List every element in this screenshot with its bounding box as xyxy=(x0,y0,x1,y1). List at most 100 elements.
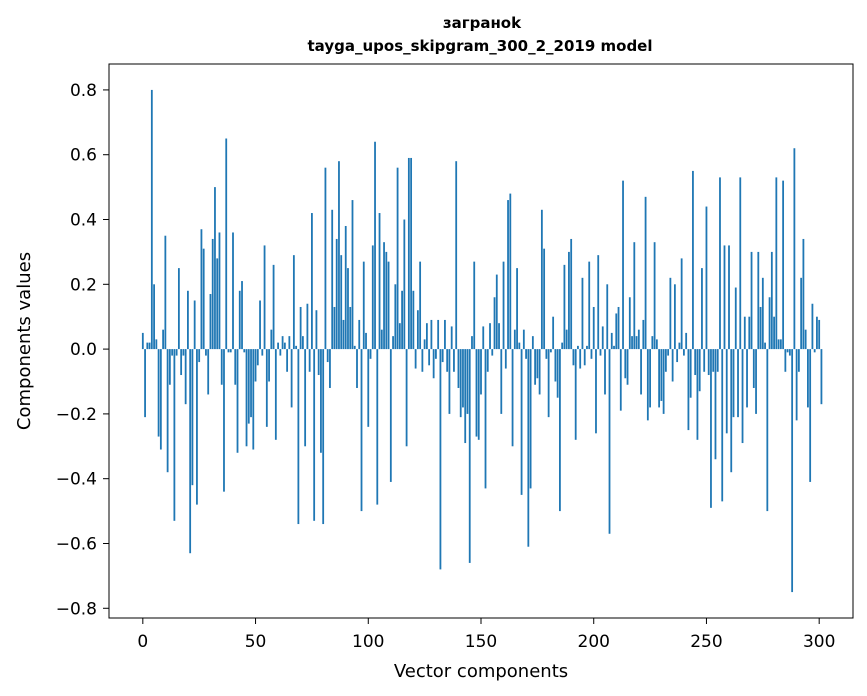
bar xyxy=(200,229,203,350)
bar xyxy=(358,319,361,350)
bar xyxy=(655,339,658,350)
bar xyxy=(495,274,498,350)
bar xyxy=(482,326,485,350)
bar xyxy=(254,349,257,382)
bar xyxy=(385,251,388,350)
bar xyxy=(486,349,489,372)
bar xyxy=(748,316,751,350)
bar xyxy=(220,349,223,385)
bar xyxy=(419,261,422,350)
bar xyxy=(416,310,419,350)
bar xyxy=(428,349,431,366)
bar xyxy=(459,349,462,418)
bar xyxy=(757,251,760,350)
bar xyxy=(338,161,340,350)
bar xyxy=(245,349,248,447)
bar xyxy=(349,306,352,350)
bar xyxy=(813,349,816,353)
x-tick-label: 150 xyxy=(465,632,497,652)
bar xyxy=(516,268,518,350)
y-tick-label: 0.0 xyxy=(70,340,97,360)
bar xyxy=(191,349,194,486)
bar xyxy=(216,258,219,350)
bar xyxy=(568,251,570,350)
bar xyxy=(689,349,692,398)
bar xyxy=(335,238,338,350)
bar xyxy=(347,268,349,350)
bar xyxy=(207,349,210,395)
bar xyxy=(761,277,764,350)
x-axis-label: Vector components xyxy=(394,661,568,682)
bar xyxy=(768,297,771,350)
bar xyxy=(498,323,500,350)
bar xyxy=(173,349,176,521)
bar xyxy=(223,349,225,492)
bar xyxy=(317,349,320,376)
bar xyxy=(435,349,437,359)
bar xyxy=(304,349,307,447)
bar xyxy=(243,349,246,353)
bar xyxy=(649,349,651,408)
bar xyxy=(425,323,428,350)
bar xyxy=(211,238,214,350)
bar xyxy=(279,349,282,356)
bar xyxy=(644,196,647,350)
bar xyxy=(683,349,685,356)
bar xyxy=(288,336,291,350)
bar xyxy=(340,255,343,350)
bar xyxy=(820,349,823,405)
bar xyxy=(423,339,426,350)
bar xyxy=(453,349,455,372)
bar xyxy=(601,326,604,350)
bar xyxy=(680,258,683,350)
y-axis-label: Components values xyxy=(14,252,35,430)
bar xyxy=(410,157,413,350)
y-tick-label: −0.6 xyxy=(56,534,97,554)
bar xyxy=(732,349,735,418)
bar xyxy=(301,336,304,350)
bar xyxy=(734,287,737,350)
y-tick-label: −0.8 xyxy=(56,599,97,619)
bar xyxy=(777,339,780,350)
bar xyxy=(707,349,710,376)
bar xyxy=(432,349,435,379)
bar xyxy=(421,349,424,372)
bar xyxy=(520,349,523,495)
bar xyxy=(577,345,579,350)
bar xyxy=(329,349,331,388)
bar xyxy=(405,349,408,447)
bar xyxy=(351,200,354,350)
bar xyxy=(171,349,174,356)
bar xyxy=(671,349,674,382)
bar xyxy=(489,323,491,350)
bar xyxy=(572,349,575,366)
bar xyxy=(604,349,606,395)
bar xyxy=(333,306,336,350)
bar xyxy=(586,345,588,350)
bar xyxy=(651,336,654,350)
bar xyxy=(292,255,295,350)
bar xyxy=(599,349,602,356)
bar xyxy=(782,180,785,350)
bar xyxy=(538,349,541,395)
bar xyxy=(448,349,451,414)
bar xyxy=(646,349,649,421)
bar xyxy=(407,157,410,350)
bar xyxy=(450,326,453,350)
x-tick-label: 50 xyxy=(245,632,267,652)
bar xyxy=(764,342,766,350)
bar xyxy=(412,290,415,350)
bar xyxy=(662,349,665,414)
x-tick-label: 100 xyxy=(352,632,384,652)
bar xyxy=(268,349,270,382)
bar xyxy=(786,349,789,353)
bar xyxy=(369,349,372,359)
bar xyxy=(446,349,449,372)
bar xyxy=(635,336,638,350)
bar xyxy=(698,349,701,392)
y-axis-ticks: −0.8 −0.6 −0.4 −0.2 0.0 0.2 0.4 0.6 0.8 xyxy=(56,81,109,619)
bar xyxy=(205,349,207,356)
bar xyxy=(471,336,473,350)
bar xyxy=(396,167,399,350)
